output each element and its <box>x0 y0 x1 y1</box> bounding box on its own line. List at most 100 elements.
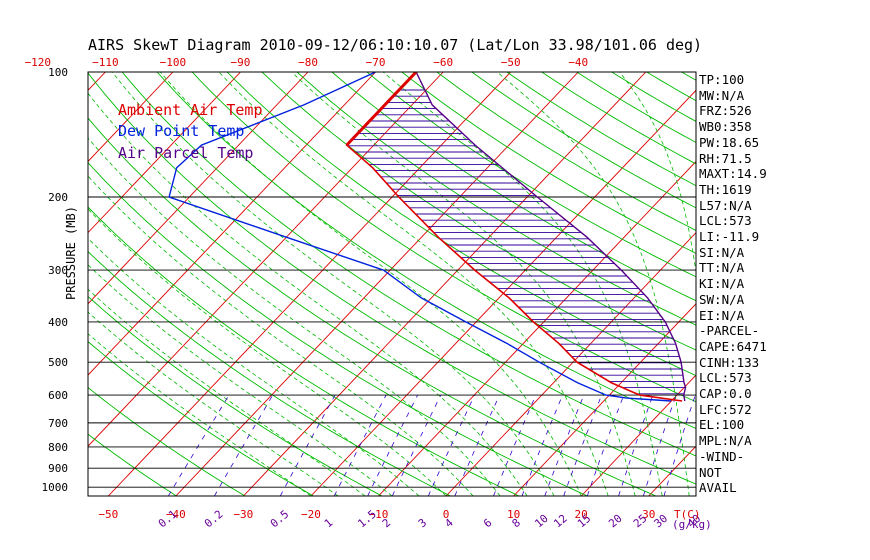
isotherm-line <box>175 72 579 496</box>
dry-adiabat-line <box>88 341 314 496</box>
top-temperature-label: −120 <box>25 56 52 69</box>
stat-cinh: CINH:133 <box>699 354 760 370</box>
mixing-ratio-line <box>391 394 442 496</box>
moist-adiabat-line <box>88 175 474 496</box>
bottom-temperature-label: −50 <box>98 508 118 521</box>
dry-adiabat-line <box>401 72 696 254</box>
top-temperature-label: −110 <box>92 56 119 69</box>
dry-adiabat-line <box>88 295 383 496</box>
isotherm-line <box>0 72 38 496</box>
bottom-temperature-label: −20 <box>301 508 321 521</box>
pressure-tick-label: 500 <box>48 356 68 369</box>
isotherm-line <box>88 72 241 234</box>
dry-adiabat-line <box>191 72 696 403</box>
stat-wind-not: NOT <box>699 464 722 480</box>
mixing-ratio-label: 12 <box>551 512 570 530</box>
stat-l57: L57:N/A <box>699 197 752 213</box>
bottom-temperature-label: 10 <box>507 508 520 521</box>
bottom-temperature-label: 0 <box>443 508 450 521</box>
legend-air-parcel-temp: Air Parcel Temp <box>118 144 254 162</box>
dry-adiabat-line <box>471 72 696 209</box>
stat-wind-header: -WIND- <box>699 448 745 464</box>
stat-cap: CAP:0.0 <box>699 386 752 402</box>
isotherm-line <box>310 89 696 496</box>
mixing-ratio-label: 3 <box>416 516 429 530</box>
stat-wind-avail: AVAIL <box>699 480 737 496</box>
mixing-ratio-line <box>427 394 475 496</box>
isotherm-line <box>580 374 696 496</box>
dry-adiabat-line <box>88 161 588 496</box>
mixing-ratio-line <box>167 394 230 496</box>
mixing-ratio-label: 0.2 <box>202 508 226 531</box>
moist-adiabat-line <box>88 237 420 496</box>
stat-frz: FRZ:526 <box>699 103 752 119</box>
dry-adiabat-line <box>156 72 696 430</box>
temperature-axis-label: T(C) <box>674 508 701 521</box>
pressure-tick-label: 800 <box>48 441 68 454</box>
moist-adiabat-line <box>88 137 501 496</box>
dry-adiabat-line <box>88 72 696 485</box>
stat-maxt: MAXT:14.9 <box>699 166 767 182</box>
moist-adiabat-line <box>88 333 312 496</box>
mixing-ratio-line <box>663 394 696 496</box>
top-temperature-label: −40 <box>568 56 588 69</box>
moist-adiabat-line <box>496 72 690 496</box>
stat-parcel-lcl: LCL:573 <box>699 370 752 386</box>
dry-adiabat-line <box>121 72 696 457</box>
moist-adiabat-line <box>88 208 447 496</box>
pressure-tick-label: 200 <box>48 191 68 204</box>
stat-ei: EI:N/A <box>699 307 745 323</box>
bottom-temperature-label: −40 <box>166 508 186 521</box>
pressure-tick-label: 900 <box>48 462 68 475</box>
ambient-temperature-line <box>345 72 683 402</box>
dry-adiabat-line <box>436 72 696 231</box>
stat-wb0: WB0:358 <box>699 119 752 135</box>
mixing-ratio-line <box>493 394 537 496</box>
parcel-profile-line <box>415 72 687 402</box>
top-temperature-label: −70 <box>366 56 386 69</box>
isotherm-line <box>88 72 174 163</box>
tropopause-segment <box>345 72 418 147</box>
pressure-tick-label: 100 <box>48 66 68 79</box>
mixing-ratio-label: 0.5 <box>268 508 292 531</box>
mixing-ratio-label: 10 <box>532 512 551 530</box>
mixing-ratio-line <box>214 394 274 496</box>
isotherm-line <box>513 303 696 496</box>
stat-tp: TP:100 <box>699 72 745 87</box>
dry-adiabat-line <box>506 72 696 187</box>
stat-mw: MW:N/A <box>699 87 745 103</box>
top-temperature-label: −60 <box>433 56 453 69</box>
mixing-ratio-label: 8 <box>510 516 523 530</box>
dry-adiabat-line <box>88 250 451 496</box>
bottom-temperature-label: 20 <box>575 508 588 521</box>
moist-adiabat-line <box>88 92 528 496</box>
stat-tt: TT:N/A <box>699 260 745 276</box>
mixing-ratio-line <box>367 394 418 496</box>
mixing-ratio-line <box>643 394 677 496</box>
chart-title: AIRS SkewT Diagram 2010-09-12/06:10:10.0… <box>88 36 703 54</box>
moist-adiabat-line <box>619 72 696 276</box>
mixing-ratio-line <box>544 394 585 496</box>
moist-adiabat-line <box>88 288 366 496</box>
dewpoint-profile-line <box>168 72 672 402</box>
mixing-ratio-label: 20 <box>606 512 625 530</box>
isotherm-line <box>445 231 696 496</box>
mixing-ratio-line <box>586 394 625 496</box>
stat-parcel-header: -PARCEL- <box>699 323 760 339</box>
stat-el: EL:100 <box>699 417 745 433</box>
mixing-ratio-line <box>521 394 563 496</box>
bottom-temperature-label: 30 <box>642 508 655 521</box>
stat-ki: KI:N/A <box>699 276 745 292</box>
legend-ambient-air-temp: Ambient Air Temp <box>118 101 263 119</box>
dry-adiabat-line <box>88 386 246 496</box>
top-temperature-label: −80 <box>298 56 318 69</box>
stat-lfc: LFC:572 <box>699 401 752 417</box>
top-temperature-label: −100 <box>160 56 187 69</box>
stat-rh: RH:71.5 <box>699 150 752 166</box>
legend-dew-point-temp: Dew Point Temp <box>118 122 245 140</box>
mixing-ratio-label: 1 <box>322 516 335 530</box>
mixing-ratio-line <box>454 394 500 496</box>
pressure-tick-label: 400 <box>48 316 68 329</box>
mixing-ratio-label: 2 <box>380 516 393 530</box>
isotherm-line <box>88 72 444 447</box>
